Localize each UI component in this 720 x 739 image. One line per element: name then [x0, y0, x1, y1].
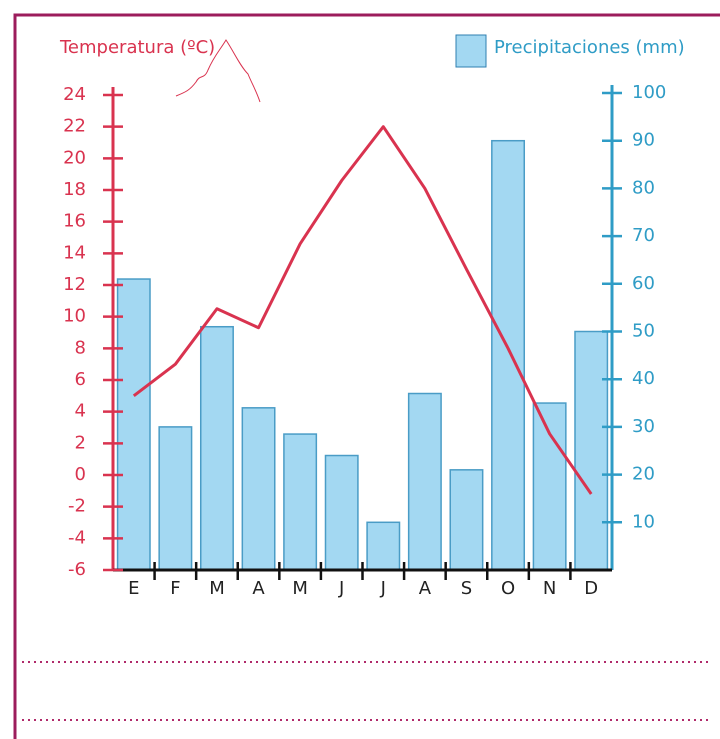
legend-label: Temperatura (ºC)	[59, 37, 215, 58]
legend-swatch	[455, 34, 487, 68]
bar	[532, 402, 567, 571]
y-tick-label: 24	[63, 84, 86, 105]
y2-tick-label: 100	[632, 82, 666, 103]
mountain-doodle	[175, 39, 261, 103]
bar	[407, 392, 442, 571]
y-tick-label: 22	[63, 116, 86, 137]
y-tick-label: 20	[63, 147, 86, 168]
x-tick-label: S	[461, 578, 472, 599]
y2-tick-label: 90	[632, 130, 655, 151]
x-tick-label: F	[170, 578, 180, 599]
y2-tick-label: 70	[632, 225, 655, 246]
bar	[283, 433, 318, 571]
bar	[324, 454, 359, 571]
y2-tick-label: 50	[632, 321, 655, 342]
y2-tick-label: 80	[632, 177, 655, 198]
bar	[116, 278, 151, 571]
legend-label: Precipitaciones (mm)	[494, 37, 685, 58]
x-tick-label: J	[380, 578, 386, 599]
bar	[449, 469, 484, 571]
y-tick-label: 4	[75, 401, 86, 422]
y-tick-label: 2	[75, 432, 86, 453]
y2-tick-label: 30	[632, 416, 655, 437]
bar	[199, 325, 234, 571]
x-tick-label: O	[501, 578, 515, 599]
bar	[491, 139, 526, 571]
x-tick-label: N	[543, 578, 556, 599]
y2-tick-label: 40	[632, 368, 655, 389]
y-tick-label: 10	[63, 306, 86, 327]
temperature-line	[132, 125, 593, 495]
y-tick-label: 16	[63, 211, 86, 232]
y-tick-label: 0	[75, 464, 86, 485]
y-tick-label: -6	[68, 559, 86, 580]
y2-tick-label: 20	[632, 464, 655, 485]
x-tick-label: D	[584, 578, 598, 599]
bar	[241, 407, 276, 571]
y2-tick-label: 10	[632, 511, 655, 532]
y-tick-label: 18	[63, 179, 86, 200]
bar	[574, 330, 609, 571]
x-tick-label: J	[338, 578, 344, 599]
y-tick-label: 6	[75, 369, 86, 390]
x-tick-label: M	[209, 578, 225, 599]
x-tick-label: M	[292, 578, 308, 599]
y-tick-label: -4	[68, 527, 86, 548]
x-tick-label: A	[419, 578, 432, 599]
frame	[13, 13, 720, 739]
y2-tick-label: 60	[632, 273, 655, 294]
y-tick-label: 12	[63, 274, 86, 295]
bar	[366, 521, 401, 571]
y-tick-label: 8	[75, 337, 86, 358]
x-tick-label: A	[252, 578, 265, 599]
y-tick-label: -2	[68, 496, 86, 517]
bar	[158, 426, 193, 571]
x-tick-label: E	[128, 578, 139, 599]
y-tick-label: 14	[63, 242, 86, 263]
